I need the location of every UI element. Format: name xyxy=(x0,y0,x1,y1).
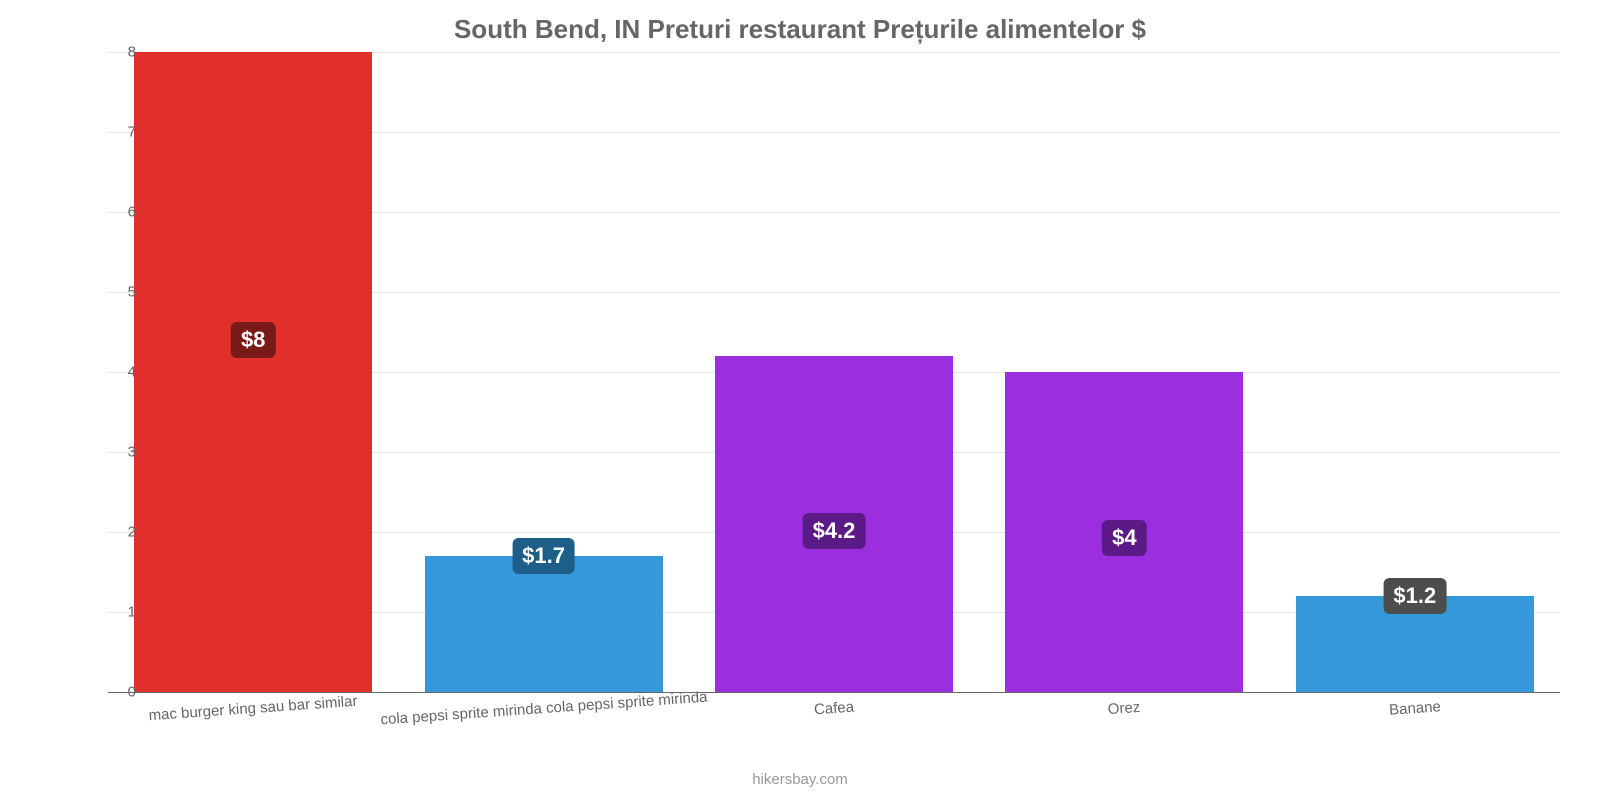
bar xyxy=(425,556,663,692)
chart-container: South Bend, IN Preturi restaurant Prețur… xyxy=(0,0,1600,800)
y-tick-label: 4 xyxy=(96,364,136,381)
x-axis-line xyxy=(108,692,1560,693)
data-label: $1.7 xyxy=(512,538,575,574)
y-tick-label: 6 xyxy=(96,204,136,221)
y-tick-label: 8 xyxy=(96,44,136,61)
y-tick-label: 7 xyxy=(96,124,136,141)
y-tick-label: 5 xyxy=(96,284,136,301)
x-tick-label: cola pepsi sprite mirinda cola pepsi spr… xyxy=(380,689,708,729)
data-label: $1.2 xyxy=(1383,578,1446,614)
data-label: $4 xyxy=(1102,520,1146,556)
x-tick-label: Cafea xyxy=(813,699,854,719)
y-tick-label: 3 xyxy=(96,444,136,461)
x-tick-label: Banane xyxy=(1388,698,1441,719)
bar xyxy=(134,52,372,692)
y-tick-label: 0 xyxy=(96,684,136,701)
attribution-text: hikersbay.com xyxy=(0,771,1600,788)
x-tick-label: Orez xyxy=(1108,699,1142,718)
plot-area xyxy=(108,52,1560,692)
data-label: $8 xyxy=(231,322,275,358)
data-label: $4.2 xyxy=(803,513,866,549)
x-tick-label: mac burger king sau bar similar xyxy=(148,693,358,725)
y-tick-label: 2 xyxy=(96,524,136,541)
chart-title: South Bend, IN Preturi restaurant Prețur… xyxy=(0,14,1600,45)
y-tick-label: 1 xyxy=(96,604,136,621)
